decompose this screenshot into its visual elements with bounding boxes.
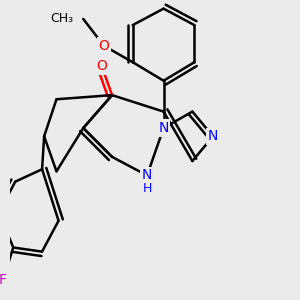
Text: N: N bbox=[208, 129, 218, 143]
Text: O: O bbox=[96, 59, 107, 73]
Text: F: F bbox=[0, 273, 7, 287]
Text: CH₃: CH₃ bbox=[51, 12, 74, 26]
Text: N: N bbox=[158, 121, 169, 135]
Text: H: H bbox=[142, 182, 152, 195]
Text: O: O bbox=[98, 39, 109, 53]
Text: N: N bbox=[142, 168, 152, 182]
